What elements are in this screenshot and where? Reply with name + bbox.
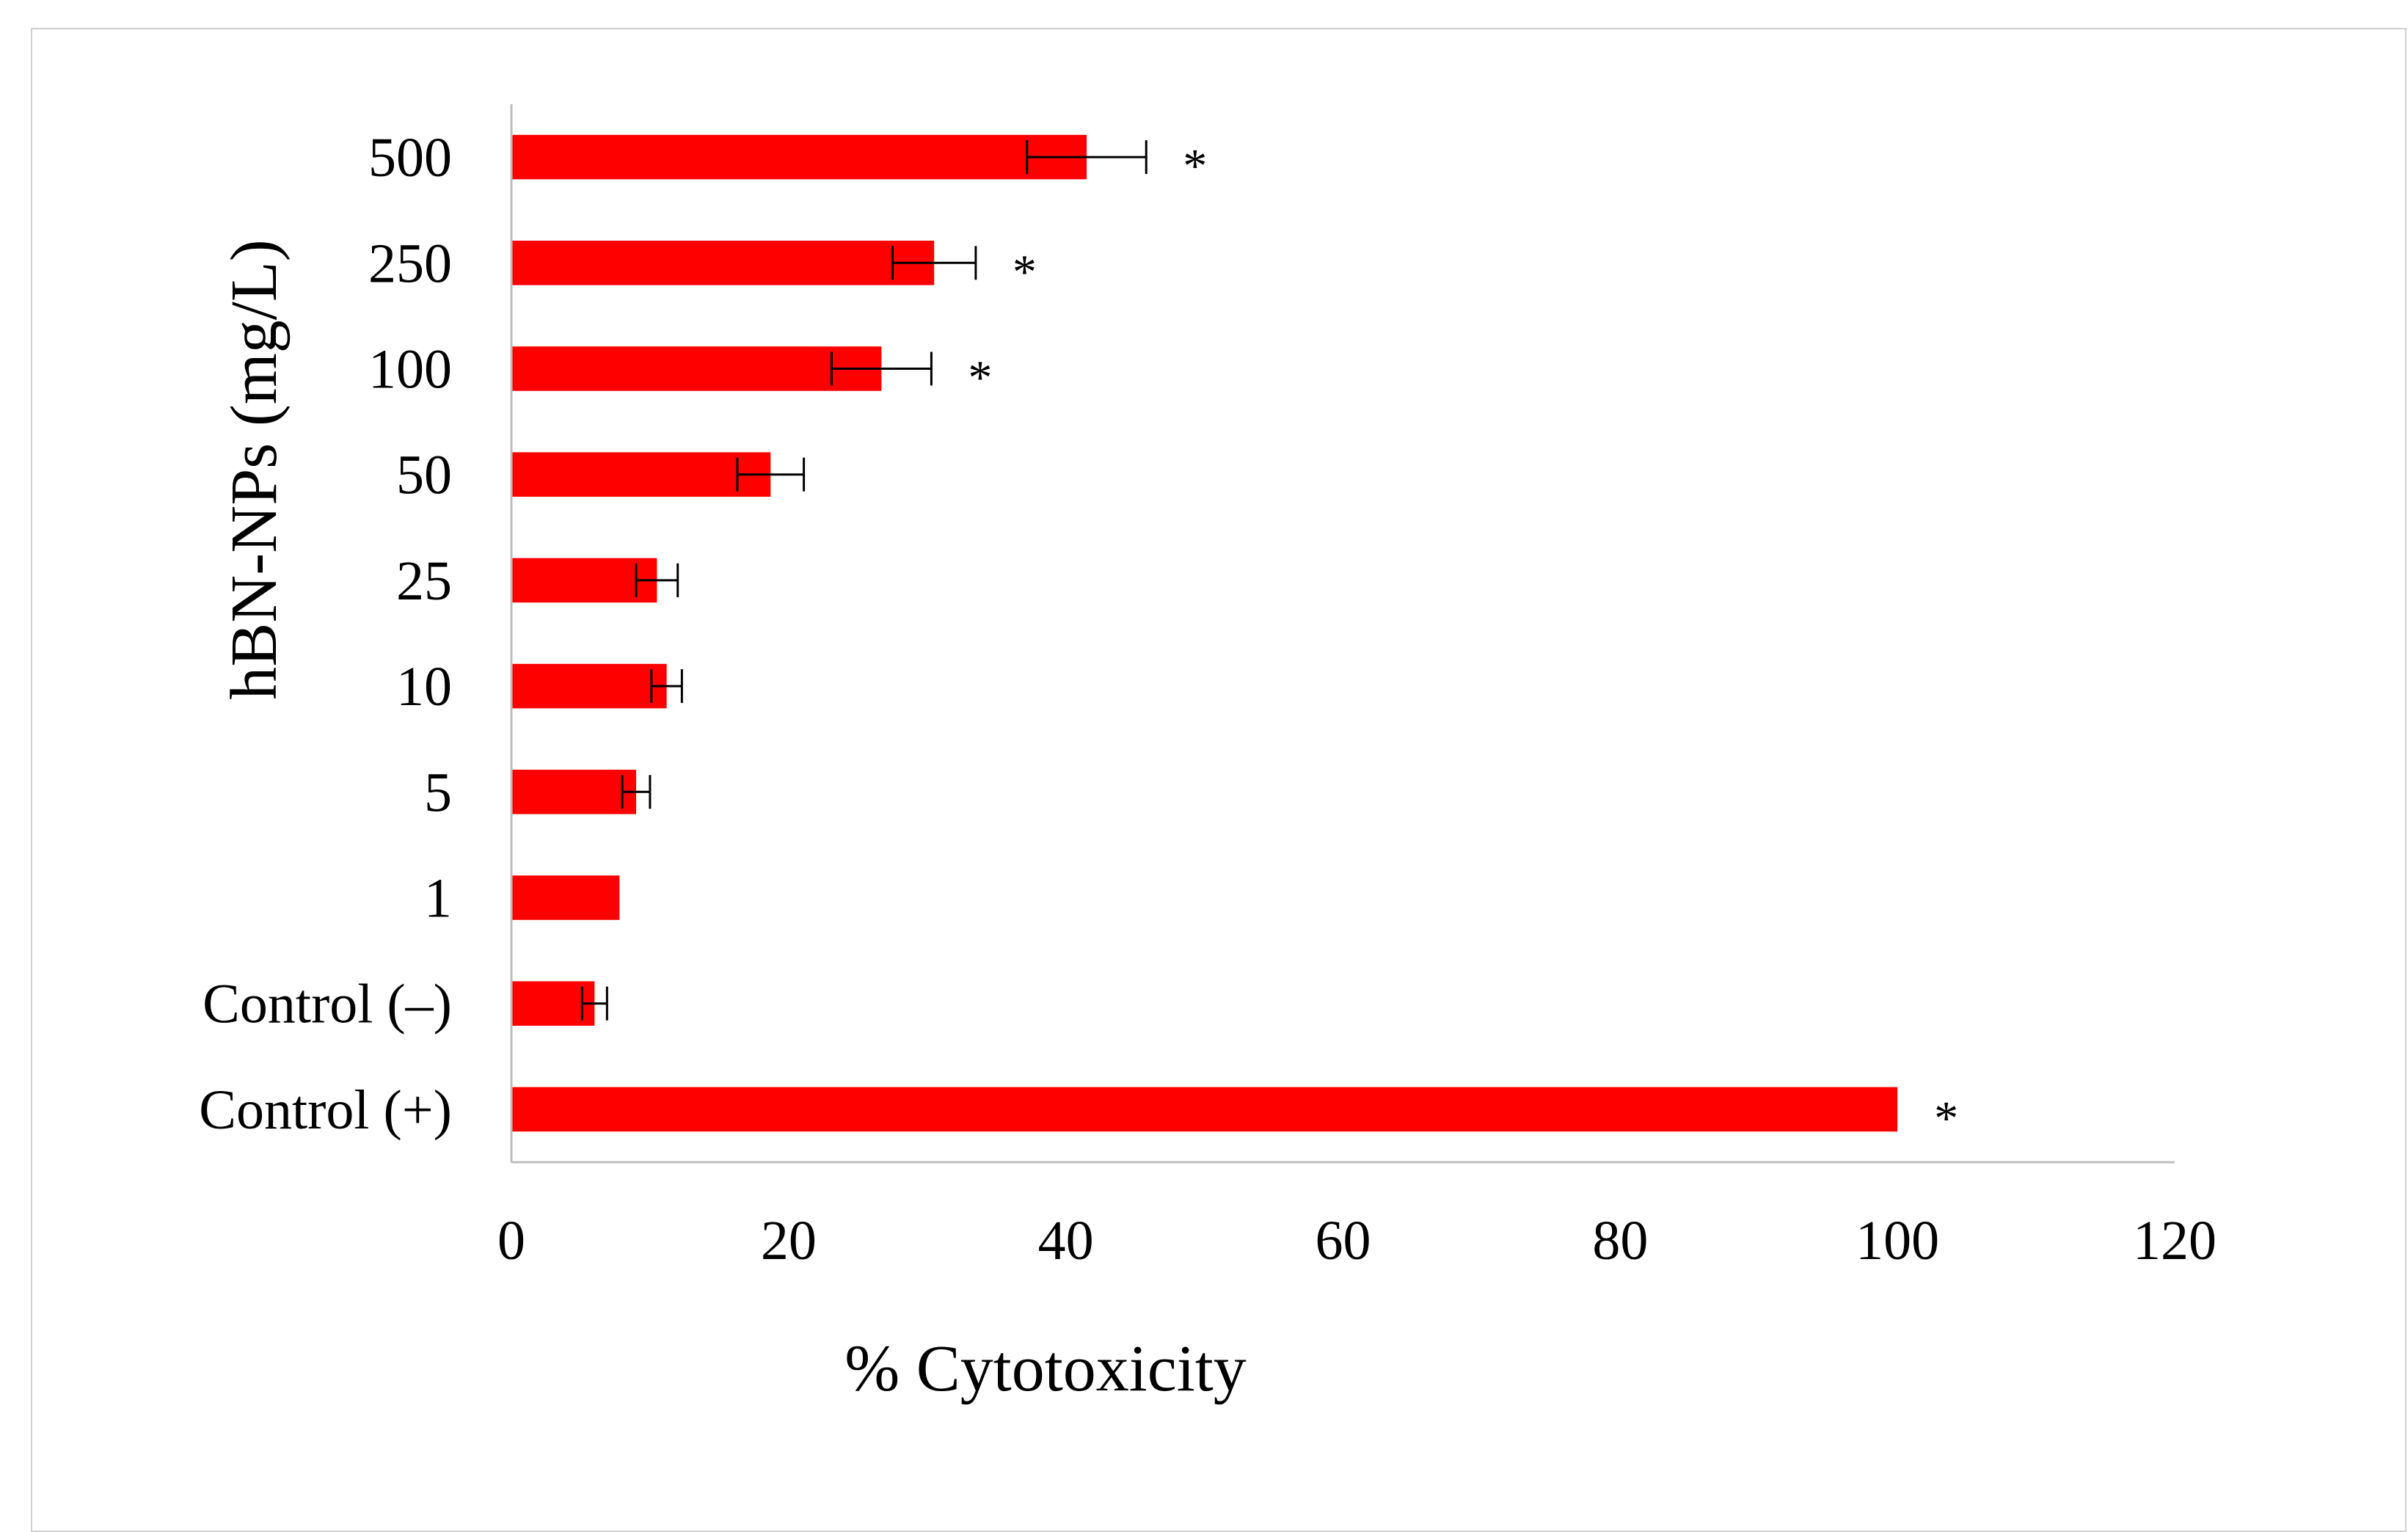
y-tick-label: 1 (424, 868, 452, 930)
x-tick-label: 120 (2133, 1210, 2217, 1272)
y-tick-label: 50 (396, 445, 452, 506)
y-tick-label: 250 (368, 233, 452, 294)
significance-marker: * (1183, 139, 1207, 193)
x-tick-label: 20 (761, 1210, 817, 1272)
y-tick-label: 25 (396, 550, 452, 612)
bar (511, 346, 882, 391)
bar (511, 134, 1087, 180)
bar (511, 981, 595, 1026)
y-tick-label: 10 (396, 656, 452, 718)
x-tick-label: 40 (1038, 1210, 1094, 1272)
chart-frame (31, 28, 2407, 1532)
bar (511, 663, 667, 709)
x-tick-label: 0 (497, 1210, 525, 1272)
bar (511, 875, 620, 920)
bar (511, 1087, 1898, 1132)
bar (511, 558, 657, 603)
significance-marker: * (968, 351, 992, 405)
significance-marker: * (1013, 245, 1037, 299)
y-tick-label: 100 (368, 339, 452, 401)
x-tick-label: 60 (1316, 1210, 1371, 1272)
y-tick-label: Control (+) (199, 1079, 452, 1141)
y-axis-title: hBN-NPs (mg/L) (218, 239, 291, 700)
y-tick-label: Control (–) (203, 974, 452, 1035)
y-tick-label: 5 (424, 762, 452, 823)
x-axis-title: % Cytotoxicity (844, 1332, 1246, 1405)
bar (511, 452, 771, 497)
y-tick-label: 500 (368, 127, 452, 189)
x-tick-label: 100 (1856, 1210, 1939, 1272)
bar (511, 241, 935, 285)
bar (511, 770, 637, 814)
significance-marker: * (1934, 1092, 1958, 1145)
x-tick-label: 80 (1592, 1210, 1648, 1272)
